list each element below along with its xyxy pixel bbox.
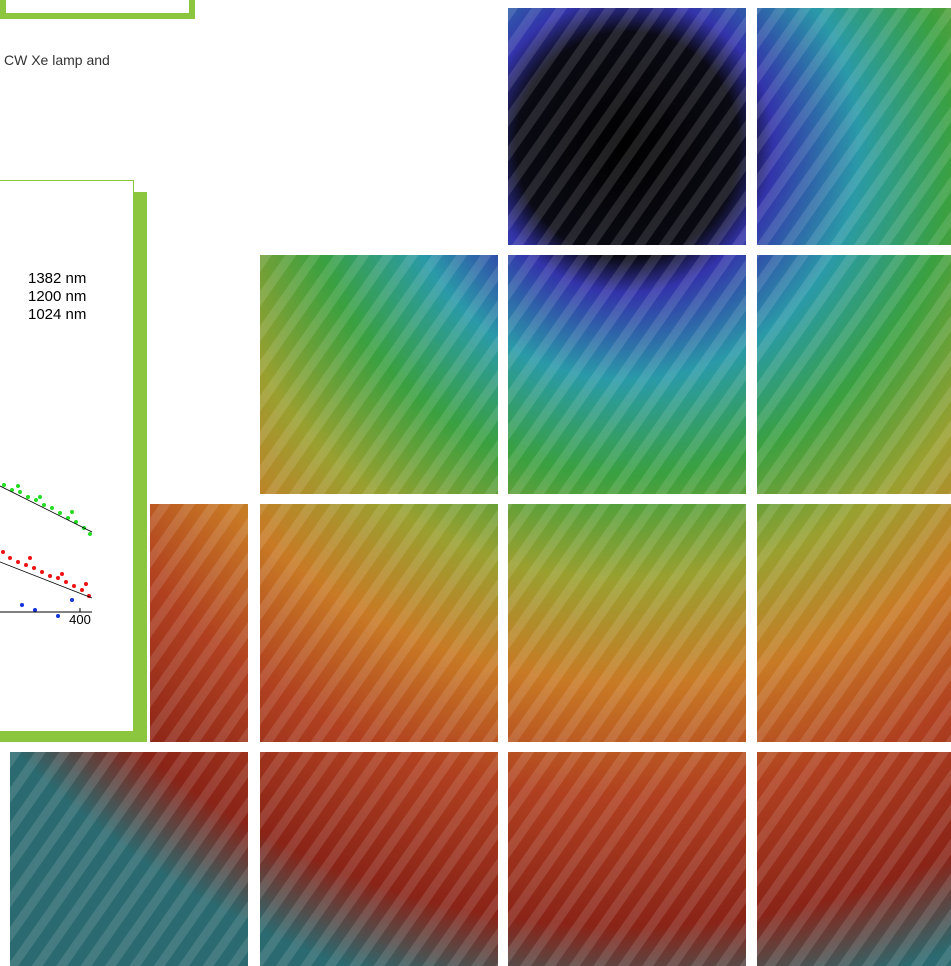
graphic <box>84 582 88 586</box>
graphic <box>88 532 92 536</box>
graphic <box>66 516 70 520</box>
graphic <box>2 483 6 487</box>
graphic <box>20 603 24 607</box>
legend-entry: 1382 nm <box>28 270 87 287</box>
graphic <box>32 566 36 570</box>
graphic <box>42 503 46 507</box>
legend-entry: 1200 nm <box>28 288 87 305</box>
graphic <box>18 490 22 494</box>
graphic <box>80 588 84 592</box>
graphic <box>56 614 60 618</box>
fit-line <box>0 561 93 599</box>
figure-plot: 400 <box>0 483 93 627</box>
graphic <box>1 550 5 554</box>
graphic <box>56 576 60 580</box>
graphic <box>8 556 12 560</box>
graphic <box>28 556 32 560</box>
graphic <box>16 484 20 488</box>
figure-legend: 1382 nm 1200 nm 1024 nm <box>28 270 86 324</box>
graphic <box>70 598 74 602</box>
graphic <box>48 574 52 578</box>
graphic <box>64 580 68 584</box>
red-points <box>1 550 91 598</box>
figure-panel <box>0 180 134 732</box>
graphic <box>40 570 44 574</box>
graphic <box>72 584 76 588</box>
graphic <box>70 510 74 514</box>
green-points <box>2 483 92 536</box>
graphic <box>33 608 37 612</box>
graphic <box>50 506 54 510</box>
graphic <box>10 488 14 492</box>
legend-entry: 1024 nm <box>28 306 87 323</box>
graphic <box>24 563 28 567</box>
intro-text: CW Xe lamp and <box>4 52 110 68</box>
graphic <box>38 495 42 499</box>
graphic <box>60 572 64 576</box>
header-bar <box>0 0 195 19</box>
x-tick-label: 400 <box>69 612 91 627</box>
graphic <box>26 495 30 499</box>
blue-points <box>20 598 74 618</box>
graphic <box>58 511 62 515</box>
fit-line <box>0 485 93 533</box>
graphic <box>16 560 20 564</box>
graphic <box>74 520 78 524</box>
graphic <box>34 498 38 502</box>
